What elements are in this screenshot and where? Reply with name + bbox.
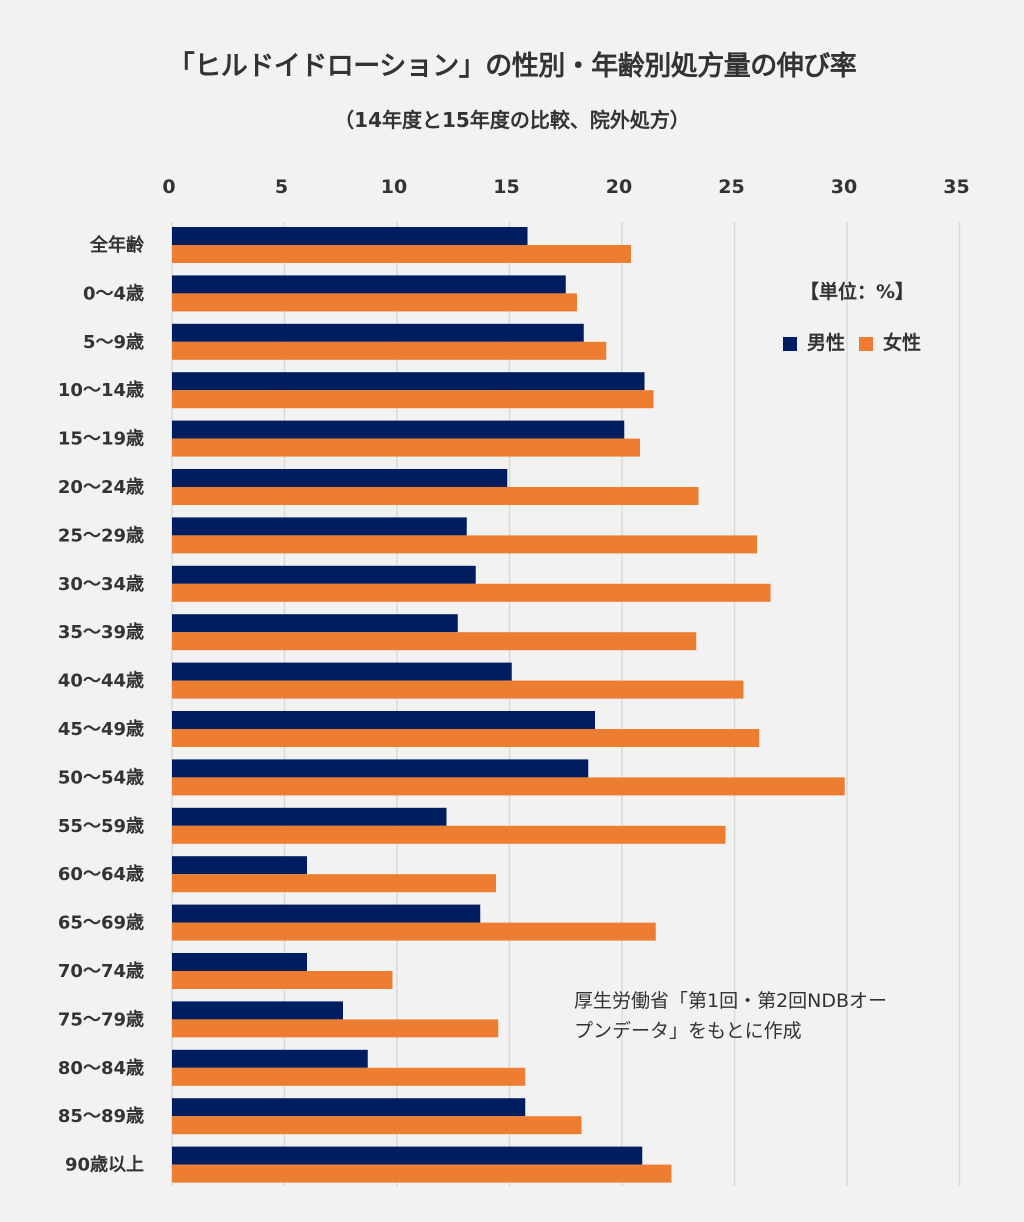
bar-male — [172, 953, 307, 971]
legend-swatch-female — [859, 336, 874, 351]
bar-male — [172, 904, 481, 923]
bar-female — [172, 535, 757, 554]
category-label: 25〜29歳 — [58, 525, 144, 546]
bar-male — [172, 227, 528, 245]
bar-male — [172, 1001, 343, 1020]
source-line-2: プンデータ」をもとに作成 — [574, 1020, 802, 1042]
bar-female — [172, 777, 845, 796]
bar-male — [172, 372, 645, 391]
bar-female — [172, 729, 760, 747]
category-label: 80〜84歳 — [58, 1058, 144, 1079]
category-label: 65〜69歳 — [58, 913, 144, 934]
bar-male — [172, 469, 508, 487]
x-tick-label: 15 — [493, 176, 519, 198]
category-label: 45〜49歳 — [58, 719, 144, 740]
bar-female — [172, 1067, 526, 1086]
bar-male — [172, 1049, 368, 1068]
bar-female — [172, 341, 607, 360]
bar-male — [172, 323, 584, 342]
legend-swatch-male — [783, 336, 797, 351]
category-label: 30〜34歳 — [58, 574, 144, 595]
legend-label-female: 女性 — [883, 332, 922, 354]
bar-female — [172, 1116, 582, 1135]
bar-male — [172, 275, 566, 294]
bar-female — [172, 1019, 499, 1038]
bar-female — [172, 1164, 672, 1183]
category-label: 40〜44歳 — [58, 671, 144, 692]
category-label: 50〜54歳 — [58, 767, 144, 788]
bar-male — [172, 759, 589, 778]
category-label: 5〜9歳 — [83, 332, 144, 353]
x-tick-label: 10 — [381, 176, 407, 198]
bar-female — [172, 390, 654, 409]
x-tick-label: 20 — [606, 176, 632, 198]
legend-label-male: 男性 — [807, 332, 846, 354]
bar-female — [172, 971, 393, 989]
category-label: 90歳以上 — [65, 1155, 144, 1176]
chart-subtitle: （14年度と15年度の比較、院外処方） — [334, 108, 690, 132]
category-label: 0〜4歳 — [83, 283, 144, 304]
chart-title: 「ヒルドイドローション」の性別・年齢別処方量の伸び率 — [167, 51, 857, 82]
bar-male — [172, 711, 595, 729]
legend-item-female: 女性 — [859, 328, 921, 355]
bar-male — [172, 565, 476, 584]
category-label: 70〜74歳 — [58, 961, 144, 982]
category-label: 55〜59歳 — [58, 816, 144, 837]
bar-male — [172, 1098, 526, 1117]
bar-female — [172, 438, 640, 457]
source-annotation: 厚生労働省「第1回・第2回NDBオー プンデータ」をもとに作成 — [574, 986, 974, 1046]
bar-female — [172, 874, 496, 893]
bar-male — [172, 662, 512, 681]
bar-female — [172, 632, 697, 651]
category-labels: 全年齢 0〜4歳 5〜9歳 10〜14歳 15〜19歳 20〜24歳 25〜29歳 30〜34… — [58, 234, 145, 1176]
x-tick-label: 35 — [943, 176, 969, 198]
x-axis-ticks: 0 5 10 15 20 25 30 35 — [162, 176, 969, 198]
category-label: 85〜89歳 — [58, 1106, 144, 1127]
bar-female — [172, 680, 744, 699]
bar-male — [172, 614, 458, 633]
bar-female — [172, 583, 771, 602]
bar-female — [172, 922, 656, 941]
bar-male — [172, 517, 467, 536]
bar-male — [172, 856, 307, 875]
category-label: 35〜39歳 — [58, 622, 144, 643]
category-label: 20〜24歳 — [58, 477, 144, 498]
category-label: 75〜79歳 — [58, 1009, 144, 1030]
bar-female — [172, 487, 699, 505]
bar-female — [172, 293, 577, 312]
x-tick-label: 0 — [162, 176, 175, 198]
category-label: 15〜19歳 — [58, 429, 144, 450]
category-label: 10〜14歳 — [58, 380, 144, 401]
legend: 男性 女性 — [783, 328, 935, 355]
bar-female — [172, 825, 726, 844]
bar-male — [172, 1146, 643, 1165]
category-label: 60〜64歳 — [58, 864, 144, 885]
bar-male — [172, 420, 625, 439]
unit-label: 【単位：%】 — [800, 281, 915, 303]
x-tick-label: 25 — [718, 176, 744, 198]
bar-female — [172, 245, 631, 263]
bar-male — [172, 807, 447, 826]
legend-item-male: 男性 — [783, 328, 845, 355]
source-line-1: 厚生労働省「第1回・第2回NDBオー — [574, 990, 888, 1012]
category-label: 全年齢 — [89, 234, 145, 256]
x-tick-label: 5 — [275, 176, 288, 198]
bars — [172, 227, 845, 1183]
x-tick-label: 30 — [831, 176, 857, 198]
